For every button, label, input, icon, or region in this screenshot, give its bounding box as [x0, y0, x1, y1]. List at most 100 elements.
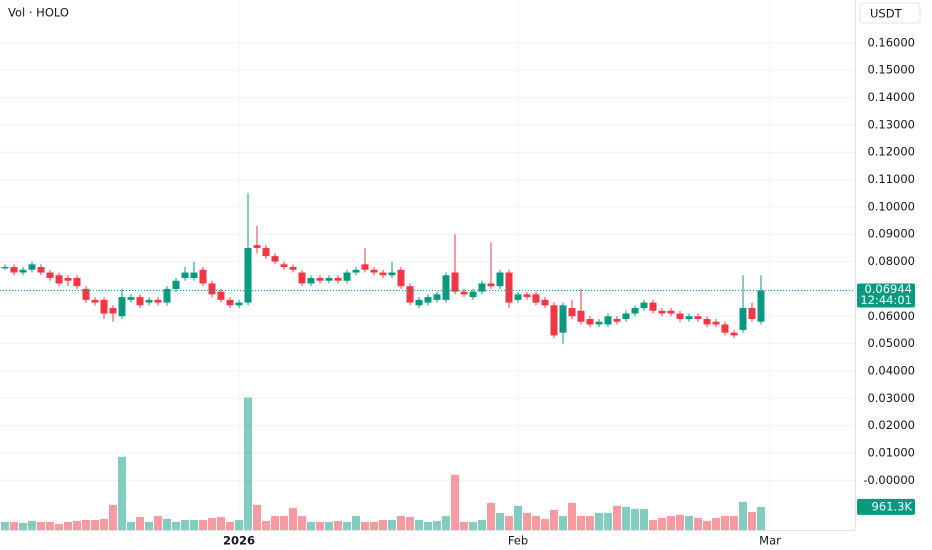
y-tick-label: 0.16000 [867, 35, 915, 49]
volume-bar [478, 519, 486, 530]
candle-body [730, 332, 738, 336]
candle-body [388, 272, 396, 276]
candle-body [559, 305, 567, 333]
volume-bar [559, 515, 567, 530]
volume-bar [415, 519, 423, 530]
volume-bar [352, 515, 360, 530]
volume-bar [190, 519, 198, 530]
volume-bar [433, 520, 441, 530]
candle-body [487, 283, 495, 287]
candle-body [397, 269, 405, 287]
y-tick-label: -0.00000 [863, 473, 915, 487]
candle-body [514, 294, 522, 300]
volume-bar [1, 521, 9, 530]
volume-bar [685, 515, 693, 530]
last-price-box [857, 283, 915, 308]
candle-body [199, 269, 207, 284]
x-tick-label: 2026 [223, 534, 255, 548]
x-tick-label: Feb [508, 534, 528, 548]
volume-bar [514, 505, 522, 530]
candle-body [352, 269, 360, 273]
candle-body [694, 316, 702, 319]
volume-bar [424, 521, 432, 530]
candle-body [568, 308, 576, 317]
volume-bar [217, 516, 225, 530]
volume-bar [703, 520, 711, 530]
candle-body [748, 308, 756, 319]
volume-bar [721, 515, 729, 530]
candle-body [532, 294, 540, 303]
volume-bar [109, 504, 117, 530]
volume-bar [91, 519, 99, 530]
volume-bar [370, 521, 378, 530]
candle-body [10, 267, 18, 273]
volume-bar [208, 517, 216, 530]
volume-bar [532, 515, 540, 530]
volume-bar [172, 521, 180, 530]
volume-bar [244, 397, 252, 530]
candle-body [127, 297, 135, 300]
volume-bar [487, 502, 495, 530]
volume-bar [631, 508, 639, 530]
volume-bar [289, 507, 297, 530]
candle-body [712, 321, 720, 325]
volume-bar [622, 506, 630, 530]
volume-bar [640, 508, 648, 530]
candle-body [343, 272, 351, 281]
candle-body [226, 299, 234, 306]
volume-bar [136, 516, 144, 530]
candle-body [19, 269, 27, 273]
volume-bar [388, 519, 396, 530]
volume-bar [73, 520, 81, 530]
y-tick-label: 0.11000 [867, 172, 915, 186]
volume-bar [271, 515, 279, 530]
candle-body [253, 245, 261, 248]
volume-bar [613, 505, 621, 530]
volume-bar [10, 521, 18, 530]
candle-body [379, 272, 387, 276]
candle-body [505, 272, 513, 303]
y-tick-label: 0.09000 [867, 227, 915, 241]
volume-bar [541, 518, 549, 530]
candle-body [478, 283, 486, 292]
candle-body [325, 277, 333, 281]
volume-bar [550, 509, 558, 530]
volume-bar [595, 512, 603, 530]
candle-body [424, 297, 432, 303]
y-tick-label: 0.05000 [867, 336, 915, 350]
candle-body [91, 299, 99, 303]
volume-bar [604, 512, 612, 530]
candle-body [82, 288, 90, 300]
candle-body [676, 313, 684, 319]
candle-body [163, 288, 171, 303]
candle-body [289, 267, 297, 270]
volume-bar [649, 519, 657, 530]
candle-body [217, 291, 225, 300]
volume-bar [163, 518, 171, 530]
y-tick-label: 0.08000 [867, 254, 915, 268]
currency-box[interactable] [859, 2, 921, 24]
volume-bar [199, 519, 207, 530]
currency[interactable]: USDT [870, 7, 903, 21]
candle-body [442, 275, 450, 300]
candle-body [586, 318, 594, 325]
volume-bar [262, 520, 270, 530]
volume-bar [316, 521, 324, 530]
candle-body [280, 264, 288, 268]
candle-body [667, 310, 675, 314]
candle-body [604, 316, 612, 325]
volume-bar [334, 520, 342, 530]
volume-bar [28, 520, 36, 530]
candle-body [685, 316, 693, 319]
candle-body [1, 267, 9, 269]
volume-bar [64, 521, 72, 530]
volume-bar [154, 515, 162, 530]
y-tick-label: 0.02000 [867, 418, 915, 432]
y-tick-label: 0.01000 [867, 445, 915, 459]
volume-bar [397, 515, 405, 530]
candle-body [469, 291, 477, 298]
candle-body [334, 277, 342, 281]
candle-body [100, 299, 108, 314]
volume-bar [658, 517, 666, 530]
candle-body [703, 318, 711, 325]
